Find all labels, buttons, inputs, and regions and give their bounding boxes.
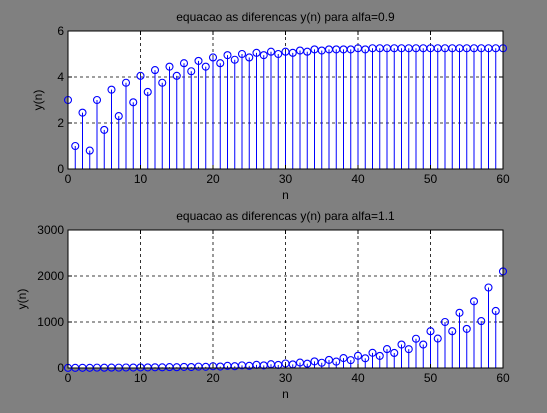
stem-marker [440,317,450,327]
x-tick-label: 30 [279,172,293,186]
stem-marker [194,56,203,65]
x-tick-label: 40 [351,371,365,385]
x-tick-label: 50 [424,172,438,186]
y-tick-label: 2 [57,116,64,130]
stem-marker [353,351,363,360]
stem-marker [477,317,486,326]
x-tick-label: 20 [206,371,220,385]
stem-marker [462,324,471,333]
stem-marker [143,87,152,96]
stem-marker [317,358,326,367]
x-tick-label: 50 [424,371,438,385]
stem-marker [259,51,268,60]
stem-marker [129,98,138,107]
stem-marker [179,59,189,68]
stem-marker [201,62,210,71]
stem-marker [397,340,406,349]
stem-marker [223,51,232,60]
y-tick-label: 3000 [37,223,64,237]
x-tick-label: 40 [351,172,365,186]
stem-marker [71,141,80,151]
x-tick-label: 60 [496,371,510,385]
stem-marker [85,146,94,155]
chart-title: equacao as diferencas y(n) para alfa=1.1 [176,209,395,223]
stem-marker [165,62,174,71]
stem-marker [245,53,254,62]
x-tick-label: 0 [65,371,72,385]
stem-marker [404,345,413,354]
stem-marker [230,55,239,64]
stem-marker [491,306,500,316]
x-tick-label: 30 [279,371,293,385]
stem-marker [484,283,493,292]
y-tick-label: 0 [57,162,64,176]
stem-marker [100,125,109,134]
stem-marker [136,71,145,80]
stem-marker [237,49,247,59]
stem-marker [158,78,167,87]
subplot-1: 0 10 20 30 40 50 60 0 2 4 6 equacao as diferencas y… [31,10,510,202]
y-tick-label: 6 [57,24,64,38]
stem-marker [208,53,218,62]
subplot-2: 0 10 20 30 40 50 60 0 1000 2000 3000 equacao as dif… [15,209,510,401]
stem-marker [288,48,297,57]
stem-marker [150,66,160,75]
stem-marker [303,47,312,56]
x-tick-label: 0 [65,172,72,186]
stem-marker [121,78,131,87]
stem-marker [216,59,225,68]
stem-marker [346,356,355,365]
stem-marker [274,49,283,59]
stem-marker [303,359,312,368]
stem-marker [375,351,384,360]
y-tick-label: 2000 [37,269,64,283]
stem-marker [187,67,196,76]
stem-marker [411,334,421,343]
stem-marker [92,95,102,105]
y-tick-label: 0 [57,361,64,375]
y-tick-label: 4 [57,70,64,84]
stem-marker [382,345,392,354]
stem-marker [266,47,276,56]
stem-marker [368,348,377,357]
x-axis-label: n [282,188,289,202]
stem-marker [172,71,181,80]
stem-marker [469,297,479,306]
chart-title: equacao as diferencas y(n) para alfa=0.9 [176,10,395,24]
stem-marker [332,357,341,366]
stem-marker [433,334,442,343]
stem-marker [107,85,116,94]
x-tick-label: 20 [206,172,220,186]
stem-marker [419,340,428,349]
x-axis-label: n [282,387,289,401]
stem-marker [455,308,464,317]
y-axis-label: y(n) [31,90,45,111]
stem-marker [339,354,348,363]
stem-marker [252,48,261,57]
stem-marker [448,327,457,336]
stem-marker [78,108,87,117]
stem-marker [390,348,399,358]
x-tick-label: 10 [134,371,148,385]
y-tick-label: 1000 [37,315,64,329]
x-tick-label: 60 [496,172,510,186]
x-tick-label: 10 [134,172,148,186]
stem-marker [361,354,370,363]
stem-marker [114,112,123,121]
stem-marker [324,355,334,364]
y-axis-label: y(n) [15,289,29,310]
stem-marker [426,327,435,336]
